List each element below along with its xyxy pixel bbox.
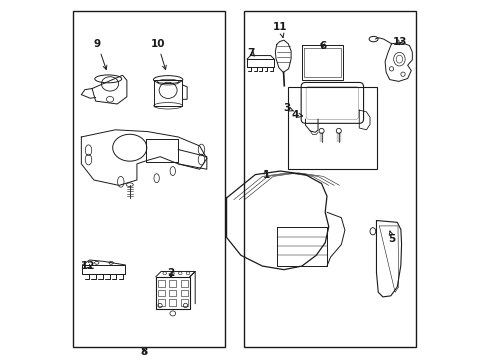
Text: 4: 4 [291,110,302,120]
Text: 11: 11 [273,22,287,37]
Bar [169,280,176,287]
Bar [287,87,376,169]
Text: 2: 2 [167,268,174,278]
Bar [73,12,224,347]
Text: 8: 8 [140,347,147,357]
Bar [181,290,187,296]
Text: 7: 7 [247,48,254,58]
Bar [155,277,189,309]
Bar [181,300,187,306]
Text: 6: 6 [318,41,325,50]
Bar [244,12,415,347]
Text: 10: 10 [150,39,166,69]
Text: 13: 13 [392,37,407,47]
Bar [157,300,164,306]
Text: 3: 3 [283,103,293,113]
Bar [181,280,187,287]
Bar [169,300,176,306]
Text: 9: 9 [94,39,106,69]
Bar [157,280,164,287]
Bar [169,290,176,296]
Text: 1: 1 [262,170,269,180]
Bar [157,290,164,296]
Text: 12: 12 [81,261,96,271]
Text: 5: 5 [388,231,395,244]
